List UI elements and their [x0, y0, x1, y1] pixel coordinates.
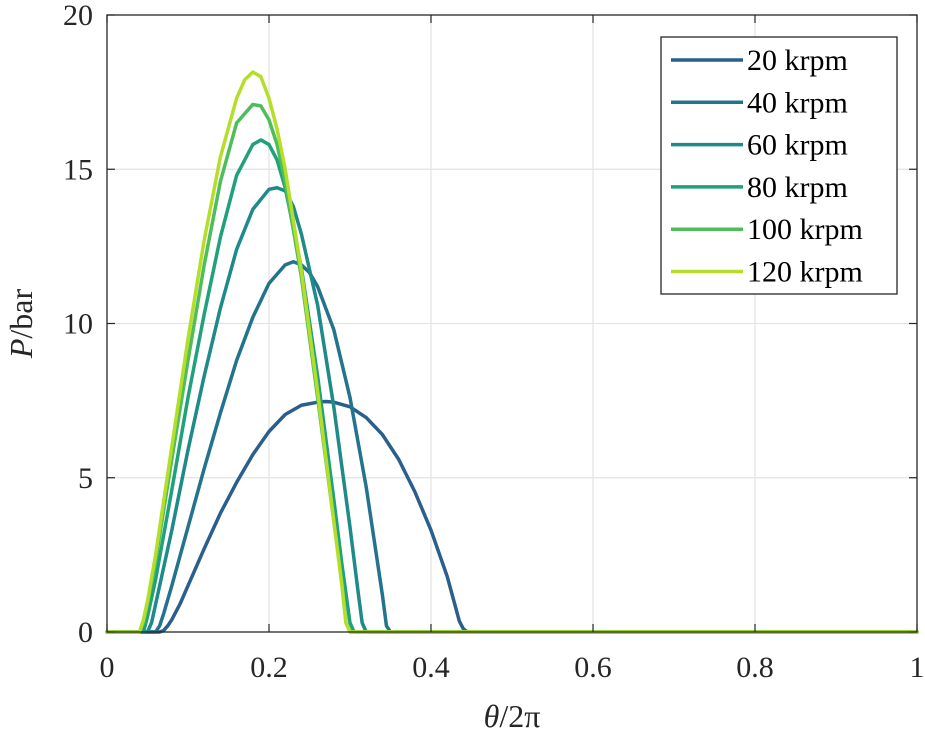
x-tick-label: 0.4	[412, 651, 450, 684]
x-tick-label: 1	[910, 651, 925, 684]
series-line-20-krpm	[105, 399, 919, 634]
x-tick-label: 0.2	[250, 651, 288, 684]
legend-label: 20 krpm	[747, 44, 848, 77]
legend: 20 krpm 40 krpm 60 krpm 80 krpm 100 krpm 120 …	[660, 36, 898, 295]
y-tick-label: 0	[78, 616, 93, 649]
x-axis-label: θ/2π	[484, 698, 541, 734]
legend-label: 100 krpm	[747, 213, 863, 246]
x-axis-label-symbol: θ	[484, 698, 500, 734]
x-tick-label: 0	[100, 651, 115, 684]
legend-label: 120 krpm	[747, 256, 863, 289]
series-line-60-krpm	[105, 186, 919, 634]
legend-label: 60 krpm	[747, 129, 848, 162]
legend-label: 40 krpm	[747, 86, 848, 119]
x-axis-label-rest: /2π	[499, 698, 540, 734]
series-line-40-krpm	[105, 260, 919, 634]
y-axis-label: P/bar	[3, 289, 39, 360]
series-line-120-krpm	[105, 70, 919, 634]
series-line-80-krpm	[105, 138, 919, 634]
y-tick-label: 15	[63, 153, 93, 186]
y-tick-label: 5	[78, 462, 93, 495]
y-tick-label: 20	[63, 0, 93, 32]
series-lines	[105, 70, 919, 634]
y-axis-label-rest: /bar	[3, 289, 39, 339]
x-tick-label: 0.8	[736, 651, 774, 684]
legend-box	[660, 36, 898, 295]
y-tick-label: 10	[63, 308, 93, 341]
legend-label: 80 krpm	[747, 171, 848, 204]
x-tick-label: 0.6	[574, 651, 612, 684]
y-axis-label-symbol: P	[3, 339, 39, 360]
